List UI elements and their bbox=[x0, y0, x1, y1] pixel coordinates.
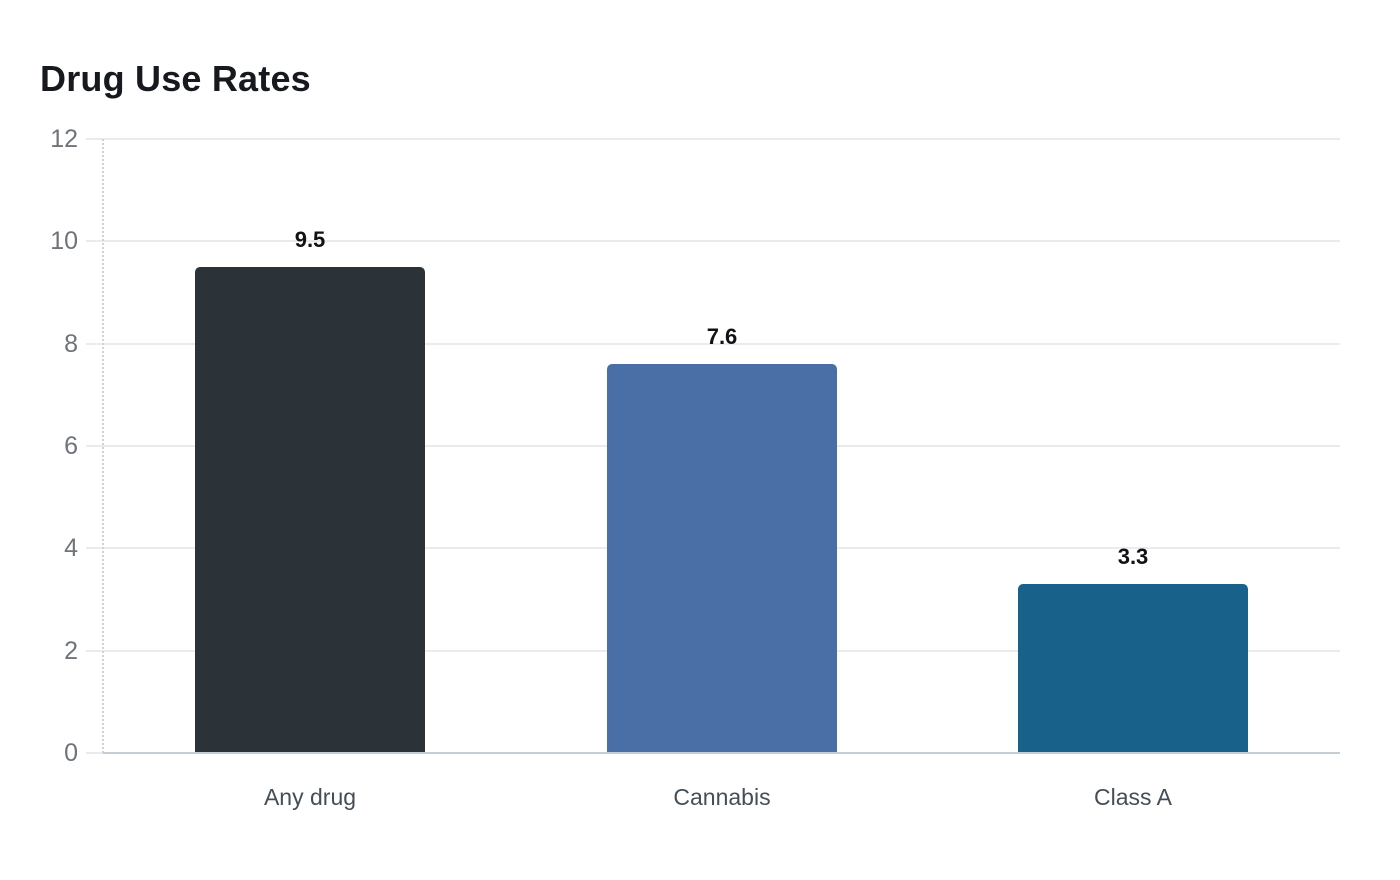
gridline-10 bbox=[86, 240, 1340, 243]
y-tick-label: 8 bbox=[64, 329, 78, 358]
bar-cannabis bbox=[607, 364, 837, 753]
bar-value-label: 3.3 bbox=[1117, 544, 1149, 570]
chart-title: Drug Use Rates bbox=[40, 58, 311, 99]
y-tick-label: 2 bbox=[64, 636, 78, 665]
bar-class-a bbox=[1018, 584, 1248, 753]
bar-value-label: 9.5 bbox=[294, 226, 326, 252]
bar-any-drug bbox=[195, 266, 425, 753]
x-axis-line bbox=[103, 752, 1340, 754]
gridline-8 bbox=[86, 342, 1340, 345]
y-axis-line bbox=[102, 139, 104, 753]
y-tick-label: 0 bbox=[64, 739, 78, 767]
x-axis-label: Class A bbox=[1094, 784, 1172, 810]
y-tick-label: 4 bbox=[64, 534, 78, 563]
y-tick-label: 10 bbox=[50, 227, 78, 256]
bar-value-label: 7.6 bbox=[706, 324, 738, 350]
x-axis-label: Any drug bbox=[263, 784, 357, 810]
gridline-12 bbox=[86, 138, 1340, 140]
y-tick-label: 12 bbox=[50, 125, 78, 153]
y-tick-label: 6 bbox=[64, 432, 78, 460]
x-axis-label: Cannabis bbox=[673, 784, 771, 810]
